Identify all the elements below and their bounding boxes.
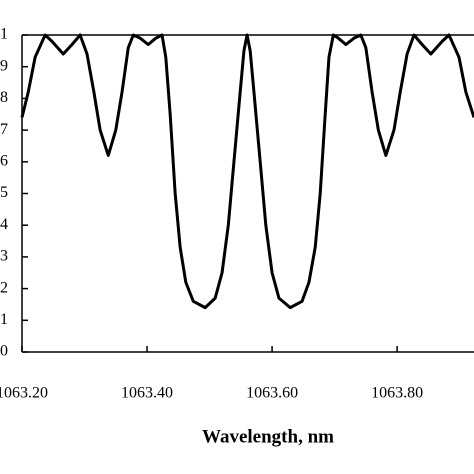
y-tick-label: 0.1 — [0, 311, 8, 328]
y-tick-label: 0.6 — [0, 152, 8, 169]
line — [20, 33, 474, 310]
x-tick-label: 1063.80 — [371, 385, 423, 402]
y-tick-label: 0.9 — [0, 57, 8, 74]
y-tick-label: 0.4 — [0, 216, 8, 233]
y-tick-label: 1 — [0, 26, 8, 43]
y-tick-label: 0.8 — [0, 89, 8, 106]
y-tick-label: 0 — [0, 343, 8, 360]
y-tick-label: 0.2 — [0, 279, 8, 296]
y-tick-label: 0.3 — [0, 248, 8, 265]
y-tick-label: 0.7 — [0, 121, 8, 138]
y-tick-label: 0.5 — [0, 184, 8, 201]
x-axis-title: Wavelength, nm — [202, 426, 334, 447]
x-tick-label: 1063.60 — [246, 385, 298, 402]
x-tick-label: 1063.40 — [121, 385, 173, 402]
x-tick-label: 1063.20 — [0, 385, 48, 402]
